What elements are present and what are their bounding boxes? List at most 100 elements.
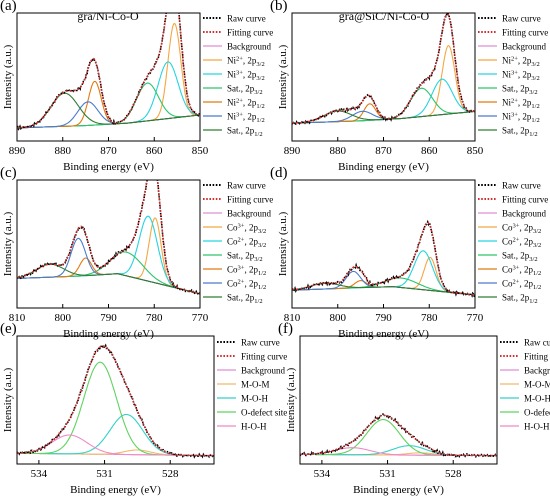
x-tick-label: 860 — [146, 145, 163, 157]
legend-entry: Background — [227, 42, 271, 52]
x-tick-label: 780 — [421, 312, 438, 324]
legend: Raw curve Fitting curve Background Ni2+, 2p… — [203, 14, 273, 139]
plot-area — [292, 13, 475, 126]
legend-entry: Co2+, 2p1/2 — [502, 279, 541, 292]
x-tick-label: 870 — [375, 145, 392, 157]
legend-entry: Raw curve — [502, 181, 541, 191]
x-tick-label: 800 — [330, 312, 347, 324]
plot-area — [17, 343, 214, 459]
legend-entry: Sat., 2p3/2 — [227, 251, 263, 264]
panel-label: (b) — [270, 0, 288, 14]
legend-entry: Raw curve — [524, 338, 550, 348]
fitting-curve — [17, 13, 200, 129]
legend-entry: Co3+, 2p3/2 — [227, 223, 266, 236]
legend-entry: Fitting curve — [502, 195, 548, 205]
plot-area — [17, 180, 200, 296]
x-tick-label: 850 — [192, 145, 209, 157]
y-axis-label: Intensity (a.u.) — [277, 211, 289, 276]
legend-entry: Co2+, 2p1/2 — [227, 279, 266, 292]
legend-entry: Fitting curve — [227, 28, 273, 38]
legend-entry: Raw curve — [502, 14, 541, 24]
x-tick-label: 790 — [375, 312, 392, 324]
x-tick-label: 850 — [467, 145, 484, 157]
raw-curve — [17, 180, 200, 296]
legend-entry: Raw curve — [227, 14, 266, 24]
legend-entry: Co3+, 2p1/2 — [502, 265, 541, 278]
y-axis-label: Intensity (a.u.) — [2, 367, 14, 432]
plot-area — [292, 219, 475, 298]
x-tick-label: 534 — [314, 468, 331, 480]
panel-label: (d) — [270, 165, 288, 181]
legend-entry: Fitting curve — [241, 352, 287, 362]
panel-title: gra@SiC/Ni-Co-O — [339, 9, 430, 23]
x-tick-label: 531 — [379, 468, 396, 480]
legend: Raw curve Fitting curve Background M-O-M M-O… — [500, 338, 550, 432]
legend-entry: Background — [502, 42, 546, 52]
legend-entry: Ni2+, 2p1/2 — [227, 98, 265, 111]
legend-entry: Ni2+, 2p3/2 — [227, 56, 265, 69]
x-tick-label: 770 — [467, 312, 484, 324]
legend-entry: Background — [524, 366, 550, 376]
legend-entry: Ni3+, 2p3/2 — [227, 70, 265, 83]
raw-curve — [292, 13, 475, 126]
x-axis-label: Binding energy (eV) — [63, 161, 154, 173]
component-curve-6 — [292, 282, 475, 296]
legend-entry: Ni2+, 2p3/2 — [502, 56, 540, 69]
x-tick-label: 890 — [284, 145, 301, 157]
component-curve-2 — [17, 413, 214, 457]
component-curve-2 — [292, 78, 475, 124]
x-tick-label: 534 — [31, 468, 48, 480]
x-axis-label: Binding energy (eV) — [338, 328, 429, 340]
x-tick-label: 528 — [445, 468, 462, 480]
fitting-curve — [292, 13, 475, 124]
component-curve-6 — [17, 92, 200, 129]
x-tick-label: 810 — [9, 312, 26, 324]
x-axis-label: Binding energy (eV) — [70, 484, 161, 496]
legend-entry: Sat., 2p3/2 — [227, 84, 263, 97]
legend-entry: Co3+, 2p3/2 — [502, 223, 541, 236]
plot-area — [17, 13, 200, 131]
legend-entry: Ni3+, 2p1/2 — [227, 112, 265, 125]
legend-entry: Sat., 2p3/2 — [502, 84, 538, 97]
legend-entry: Background — [241, 366, 285, 376]
x-tick-label: 531 — [96, 468, 113, 480]
legend-entry: H-O-H — [524, 422, 550, 432]
legend-entry: Sat., 2p1/2 — [227, 126, 263, 139]
panel-c: 810 800 790 780 770 Binding energy (eV) Intens… — [0, 165, 273, 340]
x-tick-label: 860 — [421, 145, 438, 157]
legend-entry: Co2+, 2p3/2 — [227, 237, 266, 250]
legend-entry: Raw curve — [241, 338, 280, 348]
x-axis-label: Binding energy (eV) — [63, 328, 154, 340]
x-tick-label: 880 — [330, 145, 347, 157]
x-axis-label: Binding energy (eV) — [353, 484, 444, 496]
legend-entry: M-O-M — [241, 380, 270, 390]
x-tick-label: 770 — [192, 312, 209, 324]
legend-entry: O-defect site — [524, 408, 550, 418]
legend: Raw curve Fitting curve Background M-O-M M-O… — [217, 338, 287, 432]
panel-b: 890 880 870 860 850 Binding energy (eV) Intens… — [270, 0, 548, 173]
legend-entry: Co3+, 2p1/2 — [227, 265, 266, 278]
x-tick-label: 800 — [55, 312, 72, 324]
fitting-curve — [17, 345, 214, 457]
legend-entry: O-defect site — [241, 408, 287, 418]
x-tick-label: 870 — [100, 145, 117, 157]
legend-entry: H-O-H — [241, 422, 267, 432]
fitting-curve — [17, 180, 200, 295]
legend-entry: Ni2+, 2p1/2 — [502, 98, 540, 111]
raw-curve — [300, 413, 497, 459]
component-curve-3 — [17, 361, 214, 457]
y-axis-label: Intensity (a.u.) — [285, 367, 297, 432]
legend-entry: Background — [502, 209, 546, 219]
x-tick-label: 528 — [162, 468, 179, 480]
legend-entry: Fitting curve — [524, 352, 550, 362]
y-axis-label: Intensity (a.u.) — [2, 44, 14, 109]
panel-label: (c) — [0, 165, 17, 181]
x-tick-label: 790 — [100, 312, 117, 324]
x-tick-label: 880 — [55, 145, 72, 157]
axes-frame — [16, 335, 215, 465]
legend-entry: M-O-H — [524, 394, 550, 404]
panel-a: 890 880 870 860 850 Binding energy (eV) Intens… — [0, 0, 273, 173]
